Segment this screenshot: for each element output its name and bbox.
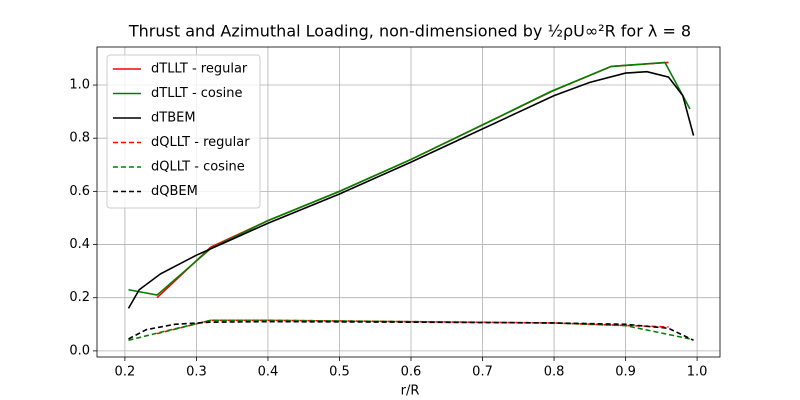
x-tick-label: 0.7 — [472, 365, 493, 380]
line-series — [128, 319, 691, 342]
line-series — [128, 320, 694, 341]
legend-label: dTLLT - regular — [151, 62, 248, 77]
x-tick-label: 0.8 — [544, 365, 565, 380]
x-axis-label: r/R — [401, 384, 420, 399]
legend-label: dQLLT - regular — [151, 135, 250, 150]
x-tick-label: 0.6 — [401, 365, 422, 380]
x-tick-label: 0.4 — [258, 365, 279, 380]
y-tick-label: 0.6 — [69, 184, 90, 199]
x-tick-label: 1.0 — [687, 365, 708, 380]
y-tick-label: 0.0 — [69, 343, 90, 358]
legend-label: dQLLT - cosine — [151, 160, 245, 175]
legend-box — [106, 54, 261, 209]
x-tick-label: 0.2 — [115, 365, 136, 380]
y-tick-label: 0.4 — [69, 237, 90, 252]
legend-label: dTBEM — [151, 111, 196, 126]
y-tick-label: 1.0 — [69, 78, 90, 93]
x-tick-label: 0.5 — [329, 365, 350, 380]
line-series — [156, 319, 669, 335]
x-tick-label: 0.9 — [615, 365, 636, 380]
x-tick-label: 0.3 — [186, 365, 207, 380]
legend-label: dQBEM — [151, 184, 198, 199]
legend-label: dTLLT - cosine — [151, 86, 243, 101]
y-tick-label: 0.8 — [69, 131, 90, 146]
y-tick-label: 0.2 — [69, 290, 90, 305]
plot-frame — [96, 46, 721, 358]
line-series — [128, 61, 691, 296]
chart-title: Thrust and Azimuthal Loading, non-dimens… — [128, 22, 691, 41]
line-series — [127, 70, 695, 309]
